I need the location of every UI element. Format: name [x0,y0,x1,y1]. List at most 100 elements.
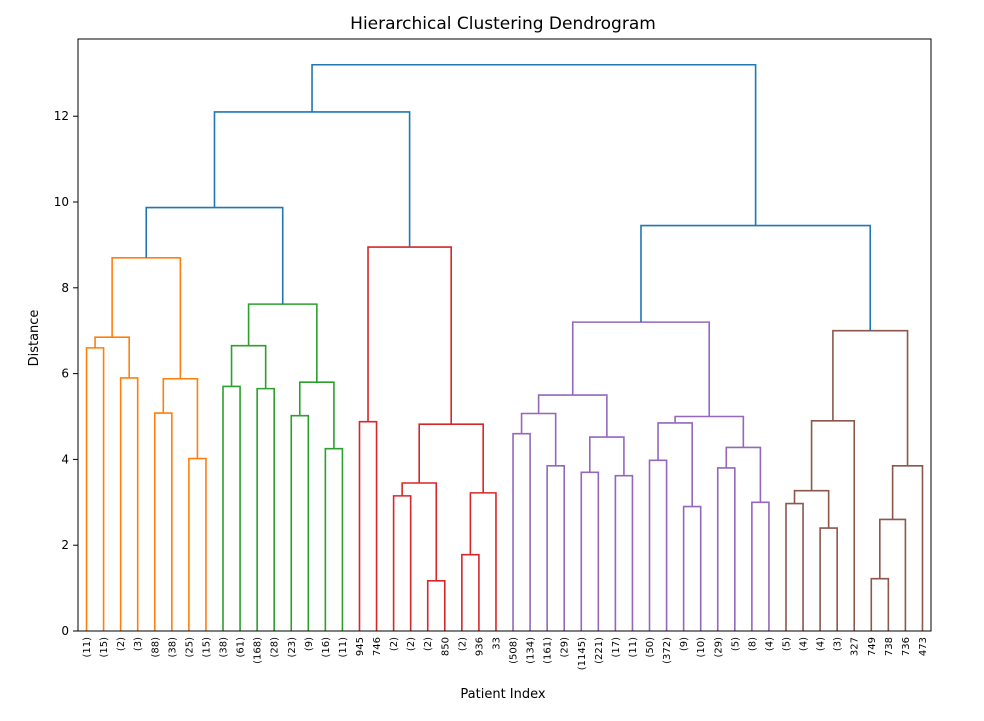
leaf-label: (4) [764,637,775,651]
dendrogram-link-0 [85,347,105,631]
dendrogram-link-1 [119,377,139,631]
dendrogram-link-8 [256,387,275,631]
leaf-label: 473 [918,637,929,656]
x-axis-label: Patient Index [460,687,545,702]
dendrogram-link-23 [213,111,411,248]
dendrogram-link-26 [520,412,557,466]
leaf-label: (16) [321,637,332,658]
dendrogram-link-43 [870,577,890,631]
dendrogram-link-44 [879,518,907,631]
dendrogram-link-35 [751,501,770,631]
leaf-label: (23) [287,637,298,658]
leaf-label: 738 [884,637,895,656]
leaf-label: (2) [116,637,127,651]
leaf-label: (3) [133,637,144,651]
leaf-label: 850 [440,637,451,656]
leaf-label: (1145) [577,637,588,670]
leaf-label: 936 [474,637,485,656]
dendrogram-links [85,63,924,631]
dendrogram-link-17 [426,580,446,631]
dendrogram-link-6 [111,256,182,379]
leaf-label: (38) [219,637,230,658]
y-axis-ticks: 0 2 4 6 8 10 12 [54,109,78,638]
leaf-label: (11) [82,637,93,658]
leaf-label: (508) [509,637,520,664]
leaf-label: (8) [747,637,758,651]
leaf-label: (5) [781,637,792,651]
dendrogram-link-13 [247,303,318,383]
leaf-label: (50) [645,637,656,658]
dendrogram-link-24 [512,432,531,631]
dendrogram-link-20 [469,492,497,631]
dendrogram-link-31 [648,459,668,631]
dendrogram-link-42 [810,419,856,631]
leaf-label: 945 [355,637,366,656]
y-tick-label: 4 [61,452,69,466]
leaf-label: (17) [611,637,622,658]
y-tick-label: 10 [54,195,69,209]
dendrogram-link-45 [891,465,924,631]
leaf-label: 33 [491,637,502,650]
leaf-label: 736 [901,637,912,656]
dendrogram-link-16 [392,495,412,631]
plot-frame [77,38,932,632]
dendrogram-link-48 [311,63,757,226]
leaf-label: (28) [270,637,281,658]
dendrogram-link-5 [162,377,199,459]
leaf-label: (134) [526,637,537,664]
dendrogram-link-47 [640,224,872,331]
dendrogram-link-14 [145,206,284,305]
leaf-label: (9) [304,637,315,651]
leaf-label: 746 [372,637,383,656]
dendrogram-link-10 [290,414,310,631]
dendrogram-link-32 [682,505,702,631]
dendrogram-link-11 [324,447,344,631]
leaf-label: (4) [799,637,810,651]
leaf-label: (10) [696,637,707,658]
leaf-label: (29) [713,637,724,658]
leaf-label: (2) [457,637,468,651]
dendrogram-link-25 [546,465,566,631]
leaf-label: (168) [253,637,264,664]
leaf-label: (161) [543,637,554,664]
leaf-label: (9) [679,637,690,651]
leaf-label: 749 [867,637,878,656]
dendrogram-link-39 [785,502,804,631]
dendrogram-link-33 [657,422,693,507]
chart-title: Hierarchical Clustering Dendrogram [350,14,656,34]
leaf-label: (2) [423,637,434,651]
leaf-label: (3) [833,637,844,651]
dendrogram-link-15 [358,420,378,631]
dendrogram-link-29 [589,436,625,476]
leaf-label: (38) [167,637,178,658]
dendrogram-link-28 [614,474,634,631]
dendrogram-link-40 [819,527,838,631]
leaf-label: (29) [560,637,571,658]
dendrogram-link-46 [832,329,909,466]
leaf-label: (88) [150,637,161,658]
y-tick-label: 0 [61,624,69,638]
dendrogram-link-21 [418,423,484,493]
leaf-label: (5) [730,637,741,651]
leaf-label: (25) [184,637,195,658]
y-axis-label: Distance [27,310,42,367]
dendrogram-link-3 [153,412,173,631]
leaf-label: (2) [389,637,400,651]
dendrogram-link-27 [580,471,600,631]
dendrogram-link-9 [230,344,267,389]
dendrogram-link-38 [571,321,711,417]
leaf-label: (15) [201,637,212,658]
leaf-label: (11) [338,637,349,658]
leaf-labels: (11) (15) (2) (3) (88) (38) (25) (15) (38) (61) (1… [82,637,929,670]
dendrogram-link-41 [793,489,830,529]
dendrogram-link-34 [716,467,736,631]
leaf-label: 327 [850,637,861,656]
leaf-label: (372) [662,637,673,664]
leaf-label: (2) [406,637,417,651]
leaf-label: (221) [594,637,605,664]
dendrogram-link-18 [401,482,438,581]
dendrogram-link-19 [461,553,480,631]
y-tick-label: 8 [61,281,69,295]
